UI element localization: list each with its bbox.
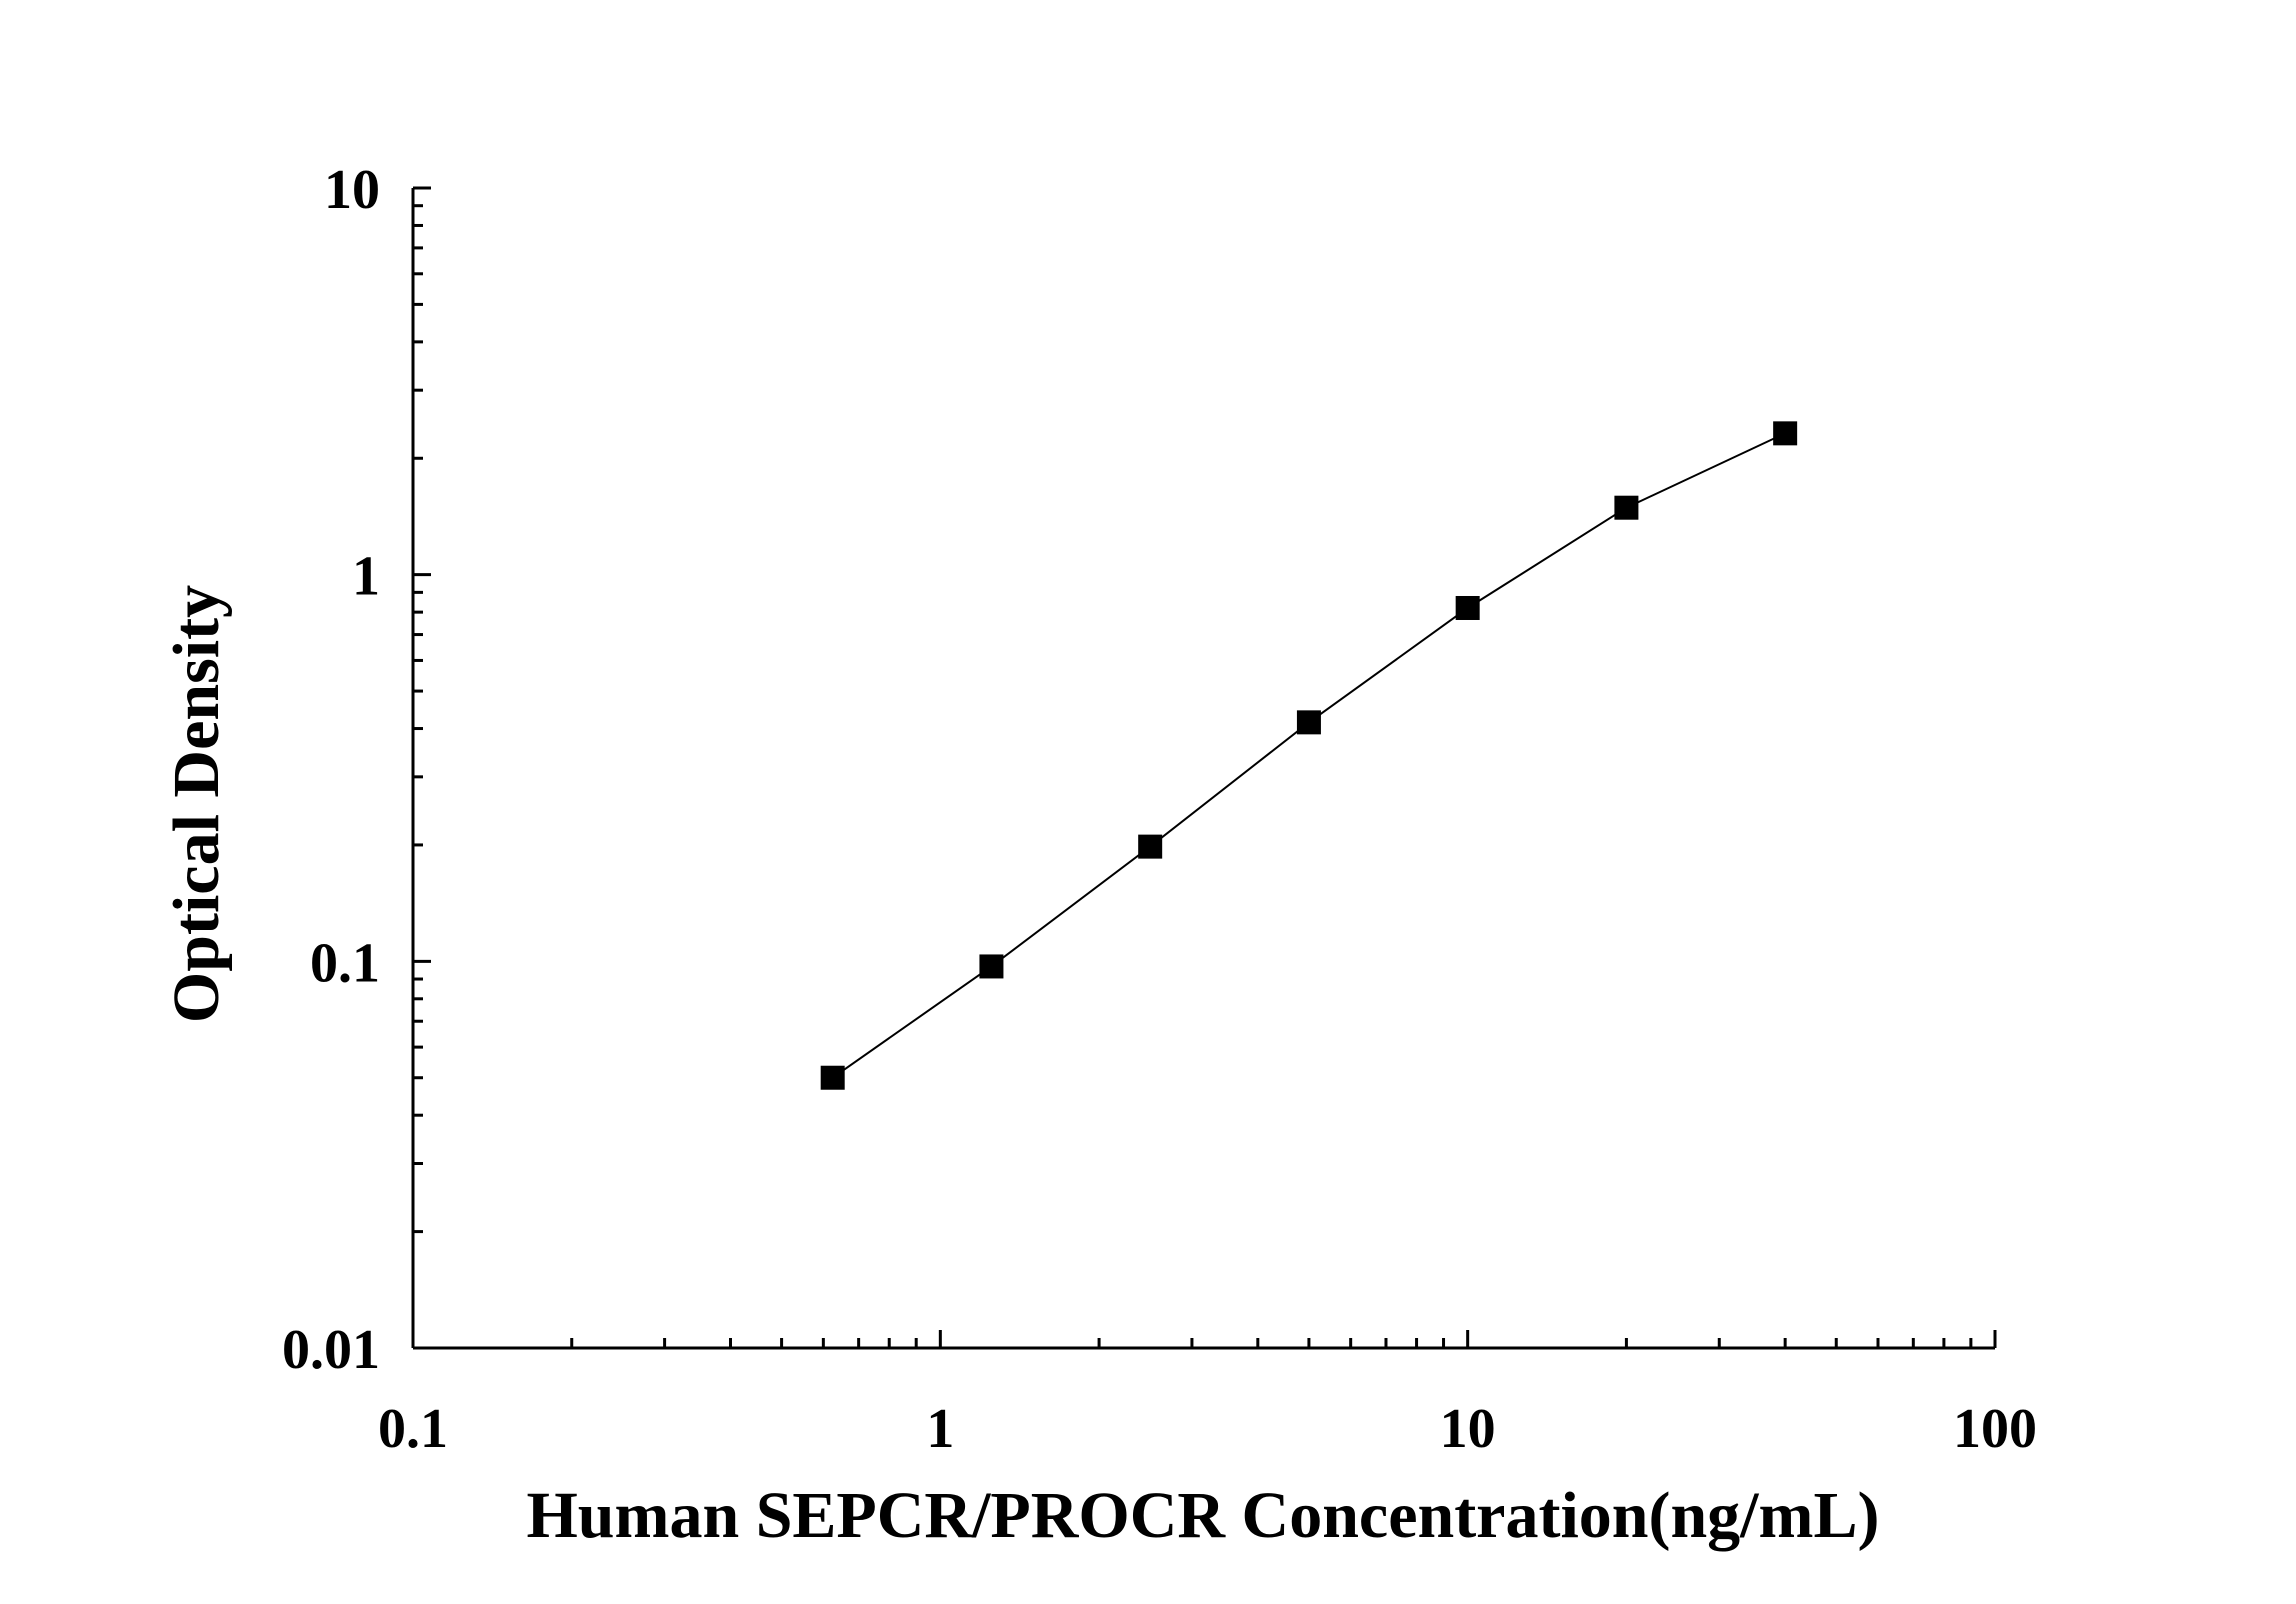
y-tick-label: 10 [324,159,380,221]
y-ticks [413,186,431,1350]
data-point [979,954,1004,979]
data-point [1455,595,1480,620]
data-point [1296,710,1321,735]
data-point [820,1065,845,1090]
x-tick-label: 1 [926,1398,954,1460]
data-point [1773,421,1798,446]
y-tick-label: 0.01 [282,1319,380,1381]
series [820,421,1798,1090]
x-tick-label: 0.1 [378,1398,448,1460]
x-axis-title: Human SEPCR/PROCR Concentration(ng/mL) [526,1479,1879,1552]
x-tick-label: 100 [1953,1398,2037,1460]
data-point [1138,834,1163,859]
axes [411,188,1995,1350]
x-ticks [411,1330,1997,1348]
x-tick-labels: 0.1 1 10 100 [378,1398,2037,1460]
series-line [832,432,1786,1079]
x-tick-label: 10 [1440,1398,1496,1460]
data-point [1614,495,1639,520]
y-axis-title: Optical Density [160,585,233,1023]
y-tick-labels: 0.01 0.1 1 10 [282,159,380,1381]
y-tick-label: 0.1 [310,932,380,994]
y-tick-label: 1 [352,546,380,608]
